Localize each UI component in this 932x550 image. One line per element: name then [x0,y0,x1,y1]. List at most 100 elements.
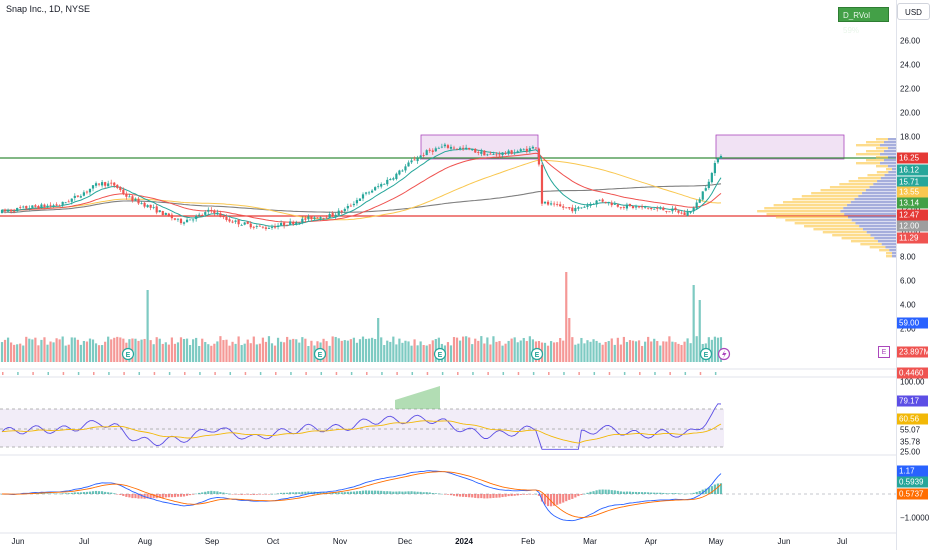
candle [331,211,334,218]
volume-bar [622,336,625,362]
rsi-tick-label: 100.00 [900,377,925,387]
ema-mid-line [2,152,722,223]
candle [97,183,101,187]
volume-bar [228,345,231,362]
volume-bar [261,337,264,362]
candle [119,186,122,192]
macd-histogram-label: 0.5939 [897,476,928,488]
macd-histogram-bar [128,494,131,498]
macd-histogram-bar [465,494,468,498]
volume-bar [631,340,635,362]
macd-histogram-bar [668,493,671,494]
volume-bar [474,338,477,362]
macd-histogram-bar [358,491,362,494]
candle [428,147,431,153]
macd-histogram-bar [213,491,216,494]
svg-text:E: E [704,352,709,359]
earnings-marker: E [699,347,713,361]
candle [367,190,371,195]
candle [104,181,107,189]
candle [565,207,568,209]
candle [198,212,201,217]
currency-selector[interactable]: USD [897,3,930,20]
volume-bar [565,272,568,362]
macd-histogram-bar [619,491,622,494]
candle [192,218,195,223]
volume-bar [94,343,98,362]
candle [631,205,635,210]
volume-bar [31,339,34,362]
volume-bar [522,337,525,362]
volume-bar [398,338,401,362]
candle [556,201,559,207]
macd-histogram-bar [140,494,143,499]
indicator-strip [2,372,717,375]
macd-histogram-bar [483,494,486,499]
volume-bar [422,344,425,362]
candle [710,171,713,184]
candle [458,146,462,151]
macd-histogram-bar [528,494,531,495]
macd-histogram-bar [82,492,86,494]
macd-histogram-bar [540,494,544,502]
macd-histogram-bar [613,490,616,494]
price-tick-label: 20.00 [900,108,921,118]
macd-histogram-bar [513,494,516,496]
candle [416,155,419,164]
candlesticks[interactable] [0,142,723,231]
price-value-label: 11.29 [897,232,928,244]
time-axis-label: Feb [521,537,535,546]
candle [261,226,264,229]
candle [625,202,629,211]
macd-histogram-bar [231,494,234,495]
macd-histogram-bar [628,491,632,494]
candle [137,196,140,206]
time-axis-label: Jul [78,537,90,546]
macd-histogram-bar [559,494,562,504]
candle [425,149,428,156]
volume-bar [91,339,95,362]
macd-histogram-bar [455,494,459,497]
candle [222,214,225,220]
macd-histogram-bar [410,491,413,494]
macd-histogram-bar [616,490,619,494]
volume-bar [167,344,170,362]
volume-bar [104,341,107,362]
candle [313,215,316,221]
volume-bar [286,336,289,362]
macd-histogram-bar [340,492,343,494]
volume-bar [462,336,465,362]
volume-bar [283,342,286,362]
candle [128,193,131,198]
macd-histogram-bar [134,494,137,499]
candle [146,204,149,208]
candle [316,217,319,219]
candle [82,190,86,197]
candle [446,143,450,150]
candle [225,214,228,222]
volume-bar [219,336,222,362]
rvol-indicator-badge[interactable]: D_RVol 59% [838,7,889,35]
candle [537,147,541,167]
macd-histogram-bar [650,492,653,494]
macd-histogram-bar [289,492,292,494]
volume-bar [392,336,395,362]
candle [510,149,513,155]
volume-bar [85,341,89,362]
candle [240,223,243,226]
candle [644,205,647,209]
macd-histogram-bar [64,493,67,494]
macd-signal-line [2,471,722,518]
candle [255,224,258,229]
volume-bar [501,345,504,362]
price-axis[interactable] [896,0,932,550]
volume-bar [192,339,195,362]
symbol-title[interactable]: Snap Inc., 1D, NYSE [4,4,93,14]
macd-histogram-bar [486,494,489,499]
resistance-zone-may[interactable] [715,134,845,160]
candle [613,201,616,206]
volume-bar [553,342,556,362]
macd-histogram-bar [207,491,210,494]
